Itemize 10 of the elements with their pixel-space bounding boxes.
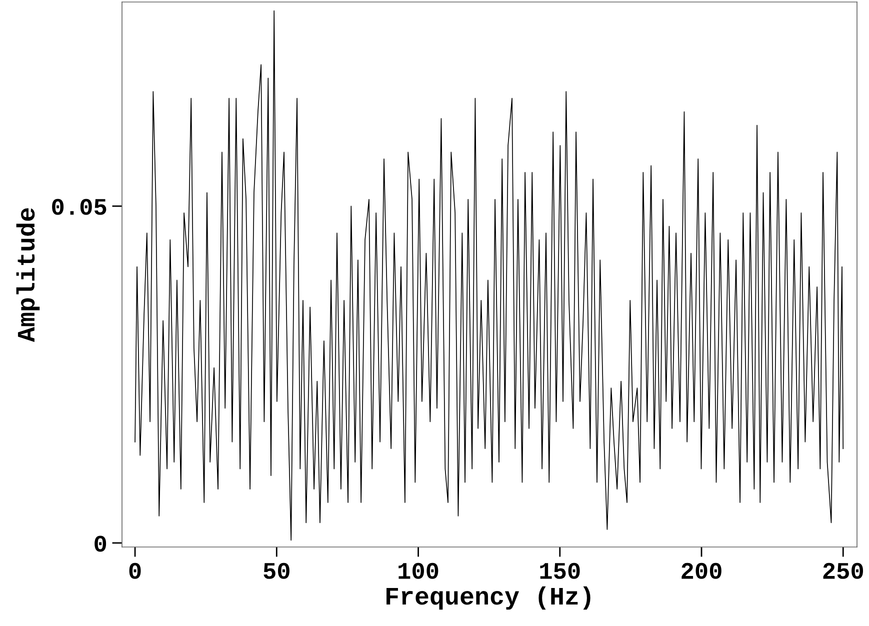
x-axis-title: Frequency (Hz) bbox=[386, 586, 590, 610]
line-series bbox=[134, 10, 844, 541]
y-tick-label: 0.05 bbox=[52, 198, 106, 215]
y-axis-title: Amplitude bbox=[16, 208, 40, 342]
x-tick-label: 50 bbox=[264, 562, 290, 579]
x-tick-label: 0 bbox=[129, 562, 141, 579]
x-tick-label: 200 bbox=[682, 562, 722, 579]
x-tick-label: 150 bbox=[540, 562, 580, 579]
x-tick-label: 250 bbox=[823, 562, 864, 579]
x-tick-label: 100 bbox=[398, 562, 438, 579]
